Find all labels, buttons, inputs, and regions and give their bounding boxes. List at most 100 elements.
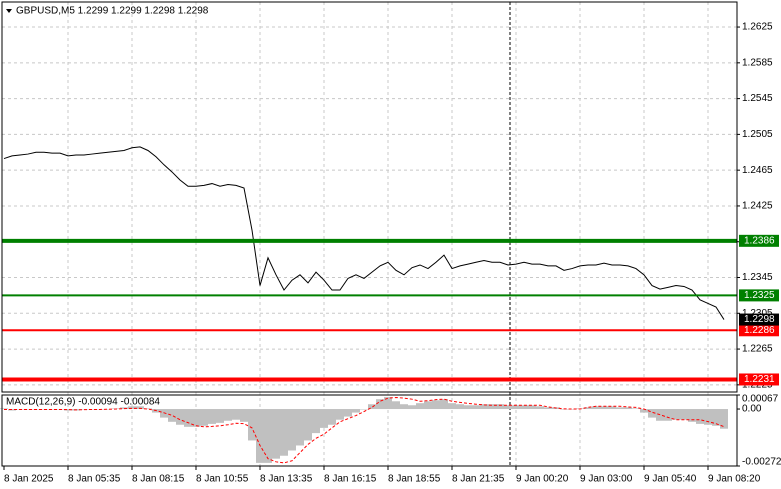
- macd-bar: [400, 404, 408, 410]
- collapse-arrow: [6, 9, 12, 13]
- macd-bar: [616, 407, 624, 410]
- macd-bar: [696, 409, 704, 424]
- macd-bar: [368, 404, 376, 410]
- macd-bar: [128, 406, 136, 410]
- y-tick-label: 0.00: [742, 404, 762, 415]
- y-tick-label: 1.2625: [742, 22, 773, 33]
- macd-bar: [384, 397, 392, 410]
- macd-bar: [464, 405, 472, 410]
- x-tick-label: 9 Jan 08:20: [708, 474, 761, 485]
- macd-bar: [184, 409, 192, 427]
- x-tick-label: 8 Jan 10:55: [196, 474, 249, 485]
- x-tick-label: 9 Jan 00:20: [516, 474, 569, 485]
- macd-bar: [440, 399, 448, 410]
- macd-bar: [208, 409, 216, 424]
- x-tick-label: 8 Jan 21:35: [452, 474, 505, 485]
- y-tick-label: 1.2465: [742, 165, 773, 176]
- macd-bar: [584, 407, 592, 410]
- x-tick-label: 8 Jan 08:15: [132, 474, 185, 485]
- macd-bar: [224, 409, 232, 421]
- price-line: [3, 146, 725, 320]
- macd-bar: [312, 409, 320, 434]
- macd-bar: [304, 409, 312, 441]
- y-tick-label: 0.00067: [742, 394, 779, 405]
- level-tag: [739, 289, 779, 302]
- macd-bar: [256, 409, 264, 463]
- macd-bar: [296, 409, 304, 446]
- macd-bar: [0, 408, 8, 410]
- macd-bar: [360, 409, 368, 410]
- macd-bar: [528, 405, 536, 410]
- macd-bar: [720, 409, 728, 429]
- macd-bar: [608, 406, 616, 410]
- macd-bar: [168, 409, 176, 422]
- y-tick-label: 1.2425: [742, 201, 773, 212]
- macd-bar: [272, 409, 280, 459]
- macd-bar: [336, 409, 344, 420]
- macd-bar: [280, 409, 288, 456]
- macd-bar: [104, 409, 112, 410]
- macd-bar: [520, 405, 528, 410]
- x-tick-label: 8 Jan 18:55: [388, 474, 441, 485]
- x-tick-label: 8 Jan 05:35: [68, 474, 121, 485]
- macd-bar: [632, 408, 640, 410]
- macd-bar: [624, 407, 632, 410]
- level-tag: [739, 373, 779, 386]
- y-tick-label: 1.2345: [742, 272, 773, 283]
- y-tick-label: 1.2265: [742, 344, 773, 355]
- price-tag-label: 1.2298: [744, 314, 775, 325]
- macd-bar: [264, 409, 272, 463]
- x-tick-label: 8 Jan 13:35: [260, 474, 313, 485]
- macd-bar: [600, 406, 608, 410]
- macd-bar: [456, 404, 464, 410]
- chart-title: GBPUSD,M5 1.2299 1.2299 1.2298 1.2298: [16, 6, 209, 17]
- y-tick-label: 1.2545: [742, 93, 773, 104]
- y-tick-label: 1.2505: [742, 129, 773, 140]
- macd-bar: [232, 409, 240, 420]
- macd-bar: [480, 404, 488, 410]
- macd-bar: [448, 403, 456, 410]
- macd-bar: [216, 409, 224, 423]
- macd-bar: [592, 406, 600, 410]
- macd-bar: [688, 409, 696, 422]
- macd-bar: [192, 409, 200, 427]
- y-tick-label: 1.2305: [742, 308, 773, 319]
- macd-bar: [432, 400, 440, 410]
- macd-bar: [376, 399, 384, 410]
- x-tick-label: 9 Jan 05:40: [644, 474, 697, 485]
- macd-bar: [640, 409, 648, 413]
- macd-bar: [568, 409, 576, 410]
- level-tag-label: 1.2386: [744, 235, 775, 246]
- x-tick-label: 8 Jan 2025: [4, 474, 54, 485]
- y-tick-label: 1.2585: [742, 57, 773, 68]
- macd-bar: [488, 404, 496, 410]
- macd-bar: [424, 401, 432, 410]
- macd-bar: [176, 409, 184, 425]
- y-tick-label: -0.00272: [742, 457, 781, 468]
- macd-bar: [536, 406, 544, 410]
- macd-bar: [328, 409, 336, 425]
- x-tick-label: 9 Jan 03:00: [580, 474, 633, 485]
- macd-bar: [648, 409, 656, 418]
- macd-bar: [496, 404, 504, 410]
- macd-bar: [704, 409, 712, 425]
- macd-bar: [320, 409, 328, 428]
- macd-bar: [544, 407, 552, 410]
- x-tick-label: 8 Jan 16:15: [324, 474, 377, 485]
- level-tag-label: 1.2231: [744, 374, 775, 385]
- level-tag: [739, 234, 779, 247]
- macd-bar: [392, 401, 400, 410]
- price-tag: [739, 313, 779, 326]
- macd-bar: [672, 409, 680, 420]
- macd-bar: [416, 403, 424, 410]
- macd-title: MACD(12,26,9) -0.00094 -0.00084: [6, 397, 160, 408]
- macd-bar: [24, 409, 32, 410]
- macd-bar: [512, 405, 520, 410]
- signal-line: [4, 397, 725, 464]
- level-tag-label: 1.2325: [744, 290, 775, 301]
- macd-bar: [240, 409, 248, 422]
- macd-bar: [408, 405, 416, 410]
- macd-bar: [352, 409, 360, 413]
